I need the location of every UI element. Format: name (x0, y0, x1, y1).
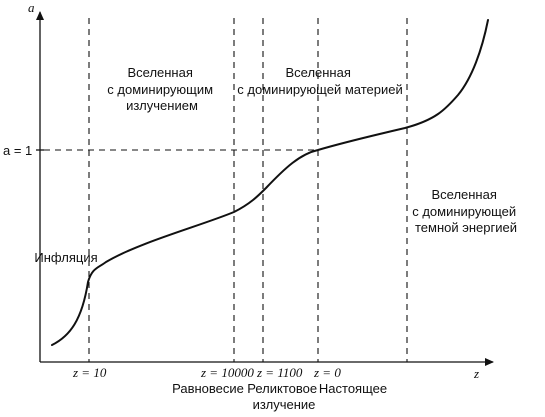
event-label-cmb: Реликтовое излучение (247, 381, 320, 412)
x-axis-label: z (473, 366, 479, 381)
era-label-matter: Вселенная с доминирующей материей (237, 65, 402, 97)
y-tick-label-a1: a = 1 (3, 143, 32, 158)
y-axis-label: a (28, 0, 35, 15)
era-label-inflation: Инфляция (34, 250, 97, 265)
event-label-equality: Равновесие (172, 381, 244, 396)
marker-label-z10000: z = 10000 (200, 365, 254, 380)
era-label-dark-energy: Вселенная с доминирующей темной энергией (412, 187, 520, 235)
event-label-present: Настоящее (319, 381, 387, 396)
scale-factor-curve (51, 19, 489, 346)
marker-label-z1100: z = 1100 (256, 365, 303, 380)
marker-label-z10: z = 10 (72, 365, 107, 380)
era-label-radiation: Вселенная с доминирующим излучением (107, 65, 216, 113)
marker-label-z0: z = 0 (313, 365, 341, 380)
